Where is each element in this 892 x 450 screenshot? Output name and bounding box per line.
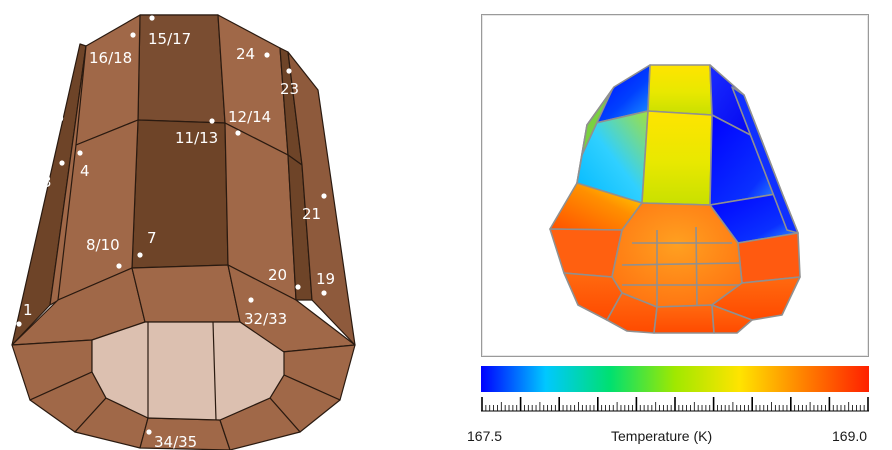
node-label: 8/10 (86, 236, 120, 254)
heat-panel-center-mid (641, 110, 713, 206)
node-dot (321, 193, 327, 199)
node-label: 24 (236, 45, 255, 63)
node-label: 20 (268, 266, 287, 284)
node-label: 21 (302, 205, 321, 223)
heat-panel-center-top (647, 64, 713, 116)
node-label: 16/18 (89, 49, 132, 67)
model-surface (11, 14, 356, 450)
colorbar-ticks (481, 397, 869, 412)
temperature-colorbar (481, 366, 869, 392)
colorbar-max-label: 169.0 (832, 428, 868, 444)
panel-right-outer (287, 51, 356, 346)
node-dot (52, 98, 58, 104)
node-dot (209, 118, 215, 124)
colorbar-min-label: 167.5 (467, 428, 503, 444)
node-label: 4 (80, 162, 90, 180)
heat-ring-5 (711, 304, 753, 334)
node-dot (264, 52, 270, 58)
node-label: 12/14 (228, 108, 271, 126)
heat-panel-left-side (549, 228, 623, 278)
node-markers (16, 15, 327, 435)
bottom-disc (91, 321, 285, 421)
node-dot (16, 321, 22, 327)
node-label: 1 (23, 301, 33, 319)
heat-surface (549, 64, 801, 334)
node-dot (286, 68, 292, 74)
node-label: 7 (147, 229, 157, 247)
node-label: 23 (280, 80, 299, 98)
node-dot (149, 15, 155, 21)
node-label: 34/35 (154, 433, 197, 450)
node-dot (248, 297, 254, 303)
node-dot (321, 290, 327, 296)
node-dot (295, 284, 301, 290)
node-label: 5 (55, 108, 65, 126)
temperature-model (549, 64, 801, 334)
node-label: 3 (42, 173, 52, 191)
heat-disc-line-3 (621, 262, 741, 266)
node-dot (146, 429, 152, 435)
heat-panel-right-outer (731, 86, 799, 234)
node-dot (130, 32, 136, 38)
disc-line-2 (212, 321, 217, 421)
node-dot (77, 150, 83, 156)
node-dot (235, 130, 241, 136)
temperature-view-panel (481, 14, 869, 357)
heat-disc-line-2 (695, 226, 698, 306)
node-labels: 15/17 16/18 24 23 5 4 3 12/14 11/13 21 8… (23, 30, 335, 450)
ring-panel-2 (131, 264, 241, 323)
node-label: 32/33 (244, 310, 287, 328)
heat-ring-4 (653, 304, 715, 334)
heat-panel-left-strip (576, 89, 613, 184)
colorbar-gradient (481, 366, 869, 392)
node-label: 15/17 (148, 30, 191, 48)
node-label: 19 (316, 270, 335, 288)
node-dot (137, 252, 143, 258)
node-dot (116, 263, 122, 269)
colorbar-title: Temperature (K) (611, 428, 713, 444)
heat-ring-2 (711, 276, 801, 321)
node-map-model: 15/17 16/18 24 23 5 4 3 12/14 11/13 21 8… (11, 14, 356, 450)
node-dot (59, 160, 65, 166)
node-label: 11/13 (175, 129, 218, 147)
